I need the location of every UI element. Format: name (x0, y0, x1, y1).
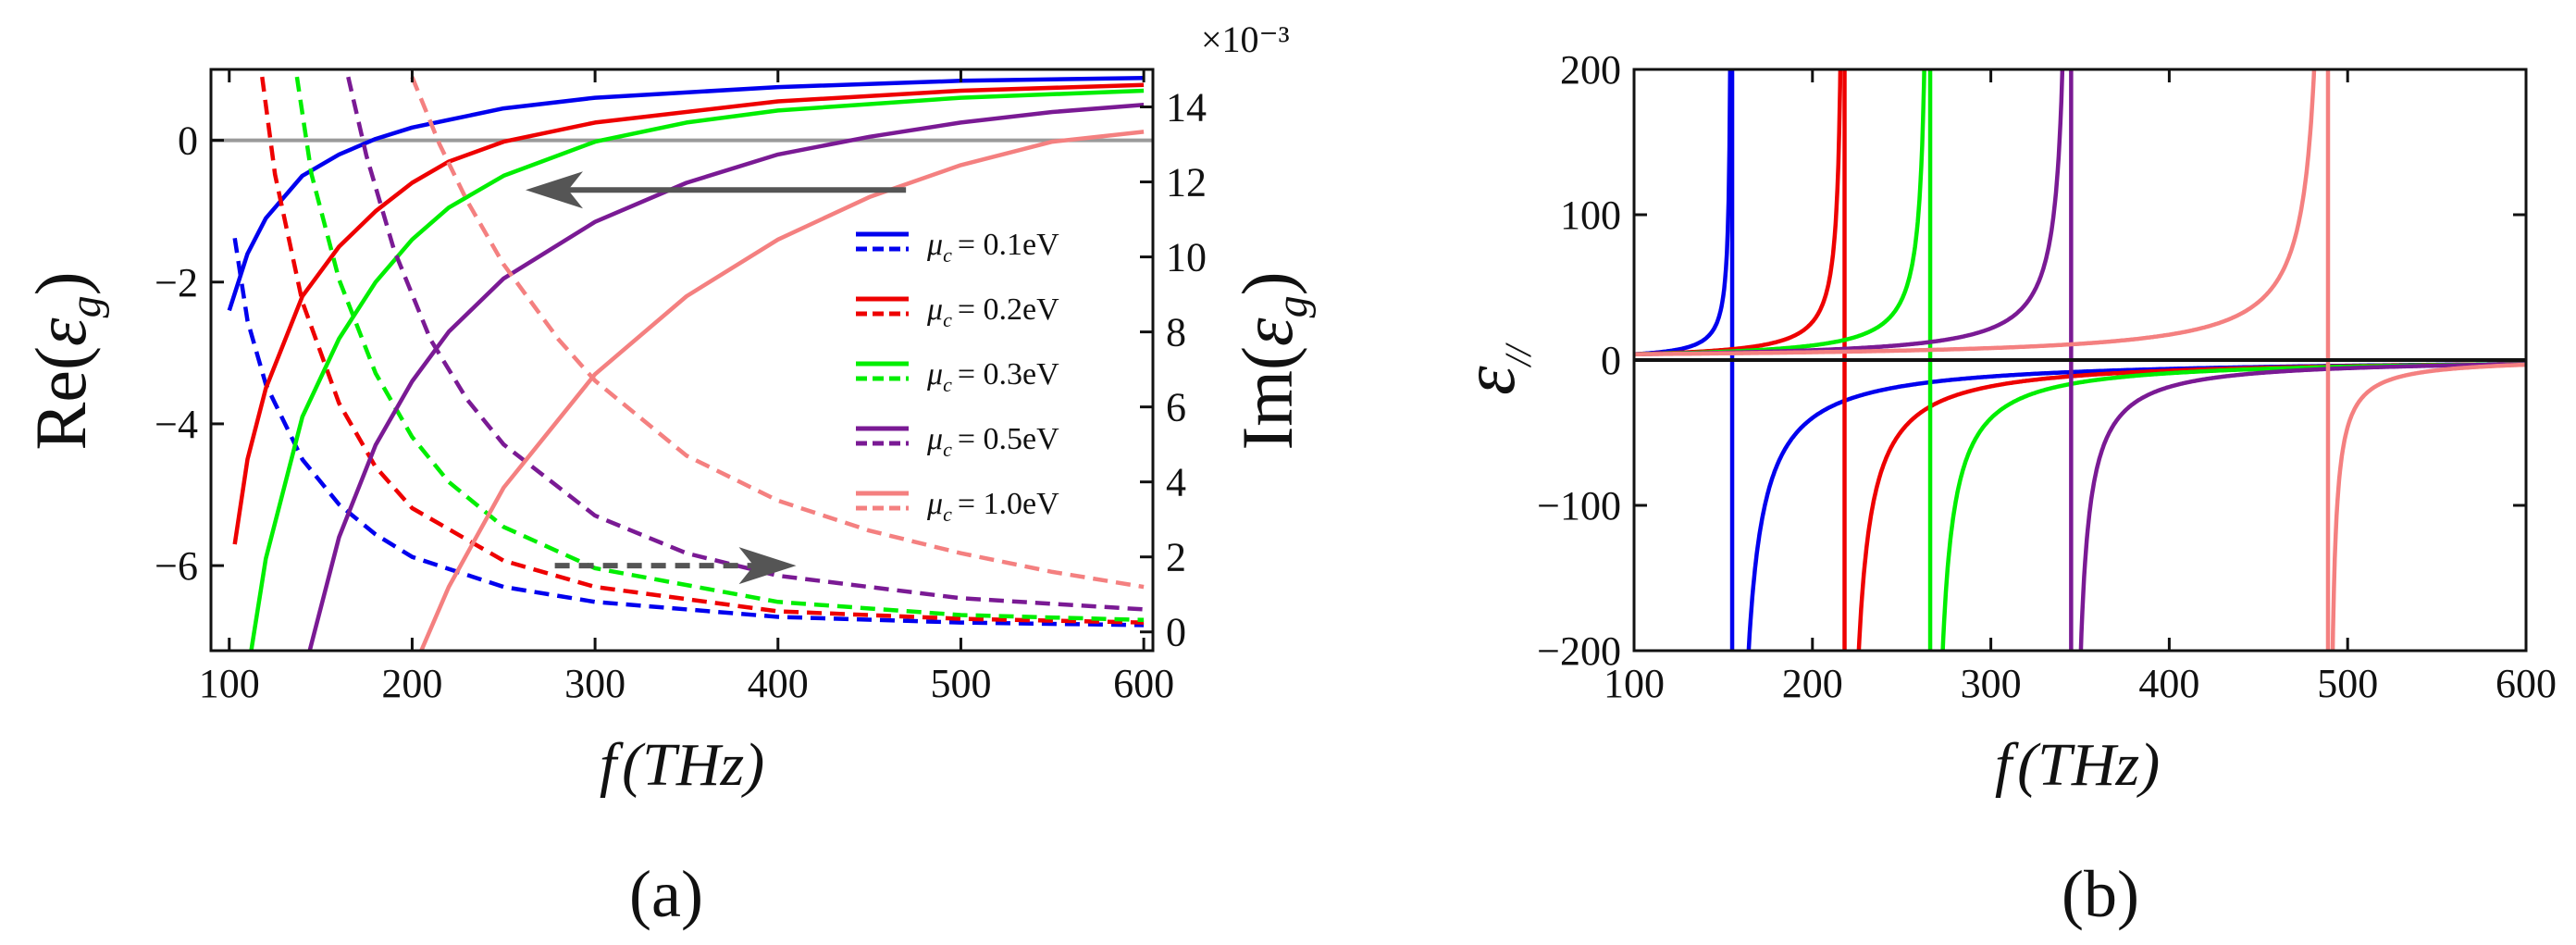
panel-b-xlabel: f(THz) (1995, 731, 2160, 799)
panel-a-xtick-label: 400 (748, 661, 809, 706)
im-line-mu-0.2 (260, 76, 1145, 625)
panel-a-ticks: 100 200 300 400 500 600 0 −2 −4 −6 0 2 4 6 8 10 12 14 (155, 69, 1207, 706)
panel-a-frame (209, 68, 1155, 653)
right-axis-multiplier: ×10⁻³ (1201, 19, 1290, 60)
panel-b-xtick-label: 500 (2317, 661, 2378, 706)
panel-b-ticks: 100 200 300 400 500 600 200 100 0 −100 −200 (1537, 47, 2557, 706)
panel-a-plot-area (211, 75, 1153, 651)
im-line-mu-0.3 (294, 76, 1145, 623)
panel-b-ytick-label: −200 (1537, 628, 1621, 674)
panel-a-ytick-right-label: 4 (1166, 460, 1186, 505)
panel-a-ytick-right-label: 6 (1166, 385, 1186, 430)
legend-label: μc = 1.0eV (926, 487, 1059, 526)
panel-b-xtick-label: 300 (1961, 661, 2022, 706)
panel-a-xtick-label: 600 (1113, 661, 1174, 706)
panel-b-ylabel: ε// (1449, 342, 1539, 395)
panel-b-plot-area (1634, 69, 2526, 651)
im-line-mu-1.0 (410, 76, 1145, 590)
panel-a-legend: μc = 0.1eV μc = 0.2eV μc = 0.3eV μc = 0.5eV μc = … (856, 228, 1059, 526)
legend-entry-mu-1.0: μc = 1.0eV (856, 487, 1059, 526)
panel-b-xtick-label: 200 (1782, 661, 1843, 706)
panel-a-xtick-label: 100 (199, 661, 260, 706)
panel-a: 100 200 300 400 500 600 0 −2 −4 −6 0 2 4 6 8 10 12 14 ×10… (20, 19, 1317, 931)
panel-b-ytick-label: 100 (1560, 193, 1621, 238)
panel-a-xtick-label: 500 (930, 661, 991, 706)
eps-branch-left-mu-0.5 (1634, 69, 2065, 356)
arrow-head (738, 547, 797, 585)
panel-a-ytick-right-label: 2 (1166, 535, 1186, 580)
panel-a-ylabel-left: Re(εg) (20, 271, 110, 450)
legend-label: μc = 0.2eV (926, 292, 1059, 331)
legend-entry-mu-0.3: μc = 0.3eV (856, 357, 1059, 396)
panel-b-ytick-label: 200 (1560, 47, 1621, 93)
re-line-mu-0.1 (227, 75, 1145, 312)
panel-a-xlabel: f(THz) (600, 731, 764, 799)
legend-label: μc = 0.3eV (926, 357, 1059, 396)
re-line-mu-1.0 (419, 130, 1145, 651)
panel-b-ytick-label: 0 (1601, 338, 1621, 383)
panel-a-label: (a) (629, 857, 703, 931)
panel-a-xtick-label: 200 (381, 661, 442, 706)
re-line-mu-0.2 (232, 82, 1145, 545)
panel-b-ytick-label: −100 (1537, 483, 1621, 528)
legend-entry-mu-0.5: μc = 0.5eV (856, 422, 1059, 461)
eps-branch-left-mu-1.0 (1634, 69, 2317, 356)
solid-arrow (525, 171, 907, 209)
panel-b: 100 200 300 400 500 600 200 100 0 −100 −200 ε// f(… (1449, 47, 2557, 931)
eps-branch-right-mu-1.0 (2330, 362, 2526, 651)
panel-a-ytick-right-label: 10 (1166, 235, 1207, 280)
panel-b-label: (b) (2062, 857, 2139, 931)
im-line-mu-0.5 (346, 76, 1145, 612)
im-line-mu-0.1 (232, 237, 1145, 628)
panel-a-ytick-right-label: 0 (1166, 610, 1186, 655)
panel-a-ytick-left-label: −2 (155, 260, 198, 305)
legend-label: μc = 0.5eV (926, 422, 1059, 461)
panel-b-xtick-label: 400 (2138, 661, 2199, 706)
eps-branch-left-mu-0.3 (1634, 69, 1926, 356)
eps-branch-right-mu-0.5 (2078, 362, 2526, 651)
panel-a-ytick-left-label: 0 (178, 118, 198, 164)
panel-a-ytick-left-label: −6 (155, 543, 198, 589)
re-line-mu-0.3 (249, 88, 1145, 651)
legend-label: μc = 0.1eV (926, 228, 1059, 267)
eps-branch-left-mu-0.2 (1634, 69, 1843, 356)
eps-branch-right-mu-0.1 (1746, 361, 2526, 651)
panel-a-ytick-left-label: −4 (155, 402, 198, 447)
dashed-arrow (554, 547, 797, 585)
re-line-mu-0.5 (307, 103, 1145, 651)
legend-entry-mu-0.1: μc = 0.1eV (856, 228, 1059, 267)
panel-a-ylabel-right: Im(εg) (1227, 271, 1317, 450)
panel-b-xtick-label: 100 (1604, 661, 1665, 706)
eps-branch-left-mu-0.1 (1634, 69, 1733, 356)
legend-entry-mu-0.2: μc = 0.2eV (856, 292, 1059, 331)
panel-a-xtick-label: 300 (564, 661, 625, 706)
panel-b-xtick-label: 600 (2496, 661, 2557, 706)
panel-a-ytick-right-label: 8 (1166, 310, 1186, 355)
panel-a-ytick-right-label: 14 (1166, 85, 1207, 131)
panel-a-ytick-right-label: 12 (1166, 160, 1207, 205)
arrow-head (525, 171, 583, 209)
panel-a-arrows (525, 171, 907, 585)
